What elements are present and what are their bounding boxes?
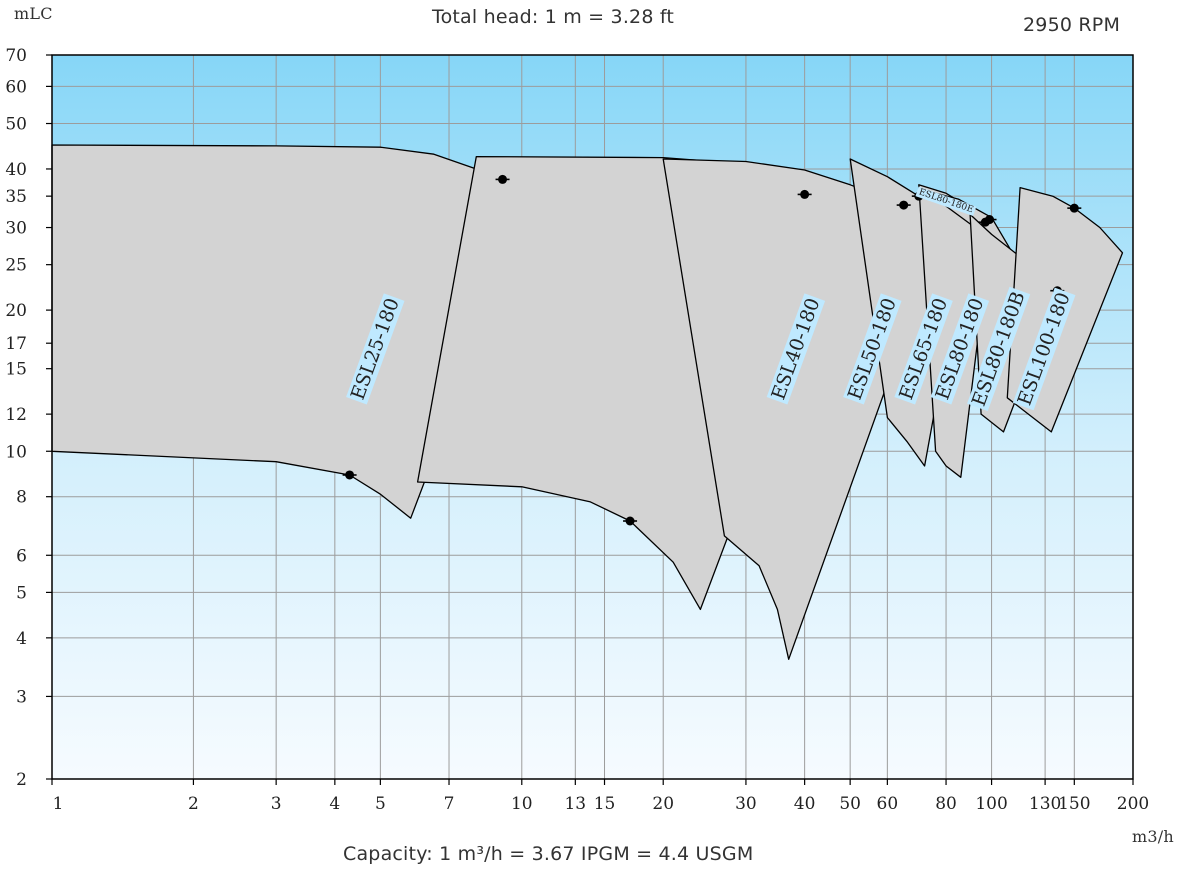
x-tick-label: 20 bbox=[652, 794, 674, 814]
x-tick-label: 1 bbox=[53, 794, 64, 814]
y-tick-label: 25 bbox=[5, 256, 27, 276]
y-tick-label: 17 bbox=[5, 334, 27, 354]
series-label-bg bbox=[894, 293, 953, 405]
y-tick-label: 8 bbox=[16, 488, 27, 508]
chart-title: Total head: 1 m = 3.28 ft bbox=[432, 6, 675, 28]
y-tick-label: 3 bbox=[16, 687, 27, 707]
x-tick-label: 60 bbox=[877, 794, 899, 814]
y-unit-label: mLC bbox=[14, 4, 53, 23]
capacity-note: Capacity: 1 m³/h = 3.67 IPGM = 4.4 USGM bbox=[343, 843, 754, 865]
y-tick-label: 2 bbox=[16, 770, 27, 790]
x-tick-label: 7 bbox=[444, 794, 455, 814]
x-tick-label: 2 bbox=[188, 794, 199, 814]
y-tick-label: 35 bbox=[5, 187, 27, 207]
series-label-bg bbox=[930, 293, 990, 405]
x-tick-label: 150 bbox=[1058, 794, 1090, 814]
x-unit-label: m3/h bbox=[1132, 827, 1174, 846]
y-tick-label: 15 bbox=[5, 360, 27, 380]
x-tick-label: 30 bbox=[735, 794, 757, 814]
speed-label: 2950 RPM bbox=[1023, 14, 1121, 36]
x-tick-label: 3 bbox=[271, 794, 282, 814]
x-tick-label: 130 bbox=[1029, 794, 1061, 814]
x-tick-label: 13 bbox=[564, 794, 586, 814]
series-label-bg bbox=[843, 293, 902, 405]
y-tick-label: 6 bbox=[16, 546, 27, 566]
y-tick-label: 30 bbox=[5, 219, 27, 239]
x-tick-label: 10 bbox=[511, 794, 533, 814]
x-tick-label: 80 bbox=[935, 794, 957, 814]
series-label-bg bbox=[766, 293, 826, 405]
plot-frame bbox=[51, 54, 1134, 780]
y-tick-label: 60 bbox=[5, 77, 27, 97]
y-tick-label: 70 bbox=[5, 46, 27, 66]
x-tick-label: 100 bbox=[975, 794, 1007, 814]
y-tick-label: 5 bbox=[16, 583, 27, 603]
y-tick-label: 40 bbox=[5, 160, 27, 180]
series-label-bg bbox=[1012, 287, 1076, 411]
x-tick-label: 40 bbox=[794, 794, 816, 814]
x-tick-label: 5 bbox=[375, 794, 386, 814]
y-tick-label: 12 bbox=[5, 405, 27, 425]
y-tick-label: 10 bbox=[5, 442, 27, 462]
series-label-bg bbox=[915, 186, 977, 216]
y-tick-label: 20 bbox=[5, 301, 27, 321]
y-tick-label: 50 bbox=[5, 115, 27, 135]
x-tick-label: 15 bbox=[594, 794, 616, 814]
series-label-bg bbox=[967, 286, 1031, 412]
x-tick-label: 4 bbox=[329, 794, 340, 814]
x-tick-label: 50 bbox=[839, 794, 861, 814]
series-label-bg bbox=[346, 293, 405, 405]
y-tick-label: 4 bbox=[16, 629, 27, 649]
x-tick-label: 200 bbox=[1117, 794, 1149, 814]
